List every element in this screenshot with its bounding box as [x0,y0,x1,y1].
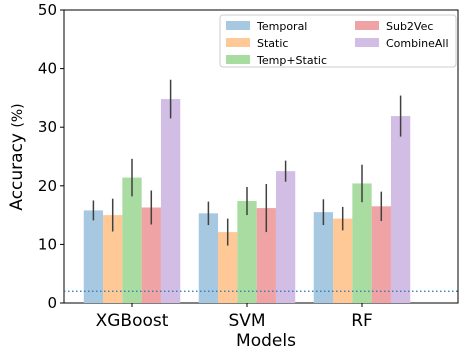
legend-swatch [226,21,250,30]
error-bars-layer [92,79,402,246]
bar-temp-static-svm [237,201,257,303]
y-axis-title-text: Accuracy [7,133,27,211]
legend-label: CombineAll [386,37,449,50]
x-tick-label-svm: SVM [228,311,265,331]
bar-combineall-svm [275,171,296,303]
bar-sub2vec-svm [256,208,276,303]
bar-temp-static-rf [352,183,372,303]
bar-static-svm [218,232,238,303]
y-tick-label: 10 [38,235,57,253]
y-axis-title: Accuracy (%) [7,103,27,210]
y-tick-label: 30 [38,118,57,136]
legend-label: Temporal [256,20,307,33]
x-axis-ticks: XGBoost SVM RF [96,303,373,331]
y-axis-title-unit: (%) [10,103,26,127]
bars-layer [83,99,411,304]
y-tick-label: 40 [38,60,57,78]
legend-swatch [355,38,379,47]
legend-box [219,14,457,68]
x-axis-title: Models [236,331,296,351]
y-axis-ticks: 0 10 20 30 40 50 [38,1,64,312]
bar-sub2vec-xgboost [141,207,161,303]
legend-swatch [226,55,250,64]
legend-swatch [226,38,250,47]
bar-static-xgboost [103,215,123,303]
legend-label: Sub2Vec [386,20,433,33]
y-tick-label: 20 [38,177,57,195]
legend: Temporal Static Temp+Static Sub2Vec CombineA… [219,14,457,68]
x-tick-label-xgboost: XGBoost [96,311,169,331]
x-tick-label-rf: RF [351,311,373,331]
bar-temporal-svm [198,213,219,303]
bar-sub2vec-rf [371,206,391,303]
bar-temp-static-xgboost [122,177,142,303]
legend-swatch [355,21,379,30]
bar-temporal-xgboost [83,210,104,303]
bar-combineall-rf [390,116,411,303]
bar-temporal-rf [313,212,334,303]
y-tick-label: 50 [38,1,57,19]
y-tick-label: 0 [47,294,57,312]
bar-static-rf [333,218,353,303]
legend-label: Static [257,37,288,50]
legend-label: Temp+Static [256,54,327,67]
bar-combineall-xgboost [160,99,181,304]
